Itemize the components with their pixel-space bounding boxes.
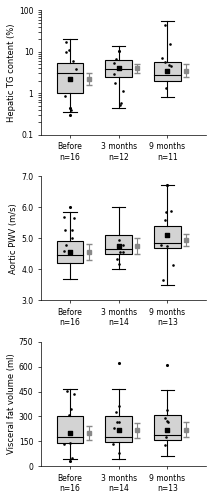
Point xyxy=(63,247,66,255)
Point xyxy=(68,111,72,119)
Point xyxy=(74,64,78,72)
Point xyxy=(64,48,68,56)
Point xyxy=(166,418,170,426)
FancyBboxPatch shape xyxy=(105,416,132,442)
Point xyxy=(121,248,125,256)
Point xyxy=(113,424,116,432)
Point xyxy=(163,414,167,422)
Point xyxy=(169,40,172,48)
Point xyxy=(118,101,122,109)
Point xyxy=(164,216,167,224)
Point xyxy=(164,208,168,216)
FancyBboxPatch shape xyxy=(57,62,83,93)
Point xyxy=(117,358,120,366)
FancyBboxPatch shape xyxy=(105,60,132,76)
Point xyxy=(62,212,66,220)
FancyBboxPatch shape xyxy=(154,62,181,80)
Point xyxy=(68,439,72,447)
Point xyxy=(115,256,118,264)
Point xyxy=(161,276,165,284)
Point xyxy=(65,240,68,248)
Point xyxy=(166,361,169,369)
Point xyxy=(67,411,71,419)
Point xyxy=(171,261,175,269)
Point xyxy=(167,426,170,434)
FancyBboxPatch shape xyxy=(154,414,181,440)
Point xyxy=(159,241,163,249)
Point xyxy=(64,38,68,46)
Point xyxy=(117,242,120,250)
Point xyxy=(68,75,72,83)
Point xyxy=(166,182,169,190)
Point xyxy=(116,418,119,426)
Point xyxy=(166,242,169,250)
Point xyxy=(68,429,72,437)
Point xyxy=(67,46,70,54)
Point xyxy=(63,92,66,100)
Point xyxy=(112,70,115,78)
Point xyxy=(165,416,168,424)
FancyBboxPatch shape xyxy=(105,235,132,254)
Point xyxy=(70,226,73,234)
Point xyxy=(117,64,120,72)
Point xyxy=(117,402,120,410)
Point xyxy=(111,440,115,448)
Point xyxy=(121,241,125,249)
Point xyxy=(118,236,121,244)
Point xyxy=(117,47,120,55)
Point xyxy=(68,248,72,256)
Point xyxy=(165,406,168,413)
Point xyxy=(68,104,72,112)
Point xyxy=(70,106,73,114)
Point xyxy=(163,441,167,449)
Point xyxy=(70,234,73,241)
Point xyxy=(121,88,125,96)
Point xyxy=(72,214,76,222)
Point xyxy=(166,426,169,434)
Point xyxy=(118,418,121,426)
Point xyxy=(70,454,73,462)
Point xyxy=(114,408,117,416)
Point xyxy=(115,54,118,62)
Point xyxy=(118,248,121,256)
Point xyxy=(117,426,120,434)
Point xyxy=(166,66,169,74)
Point xyxy=(166,231,169,239)
Y-axis label: Aortic PWV (m/s): Aortic PWV (m/s) xyxy=(9,203,19,274)
Point xyxy=(119,99,122,107)
Point xyxy=(112,58,116,66)
Point xyxy=(69,405,72,413)
Point xyxy=(73,390,76,398)
Point xyxy=(164,58,167,66)
Point xyxy=(116,244,120,252)
Y-axis label: Visceral fat volume (ml): Visceral fat volume (ml) xyxy=(7,354,16,454)
Point xyxy=(117,449,121,457)
Point xyxy=(66,387,69,395)
Point xyxy=(164,21,167,29)
Y-axis label: Hepatic TG content (%): Hepatic TG content (%) xyxy=(7,23,16,122)
Point xyxy=(68,203,72,211)
FancyBboxPatch shape xyxy=(154,226,181,248)
Point xyxy=(63,440,66,448)
Point xyxy=(68,457,72,465)
Point xyxy=(114,79,117,87)
Point xyxy=(63,226,67,234)
Point xyxy=(170,62,173,70)
Point xyxy=(167,60,170,68)
Point xyxy=(117,260,121,268)
Point xyxy=(161,54,164,62)
Point xyxy=(164,433,167,441)
Point xyxy=(71,57,75,65)
Point xyxy=(169,208,173,216)
FancyBboxPatch shape xyxy=(57,242,83,263)
FancyBboxPatch shape xyxy=(57,416,83,443)
Point xyxy=(164,84,168,92)
